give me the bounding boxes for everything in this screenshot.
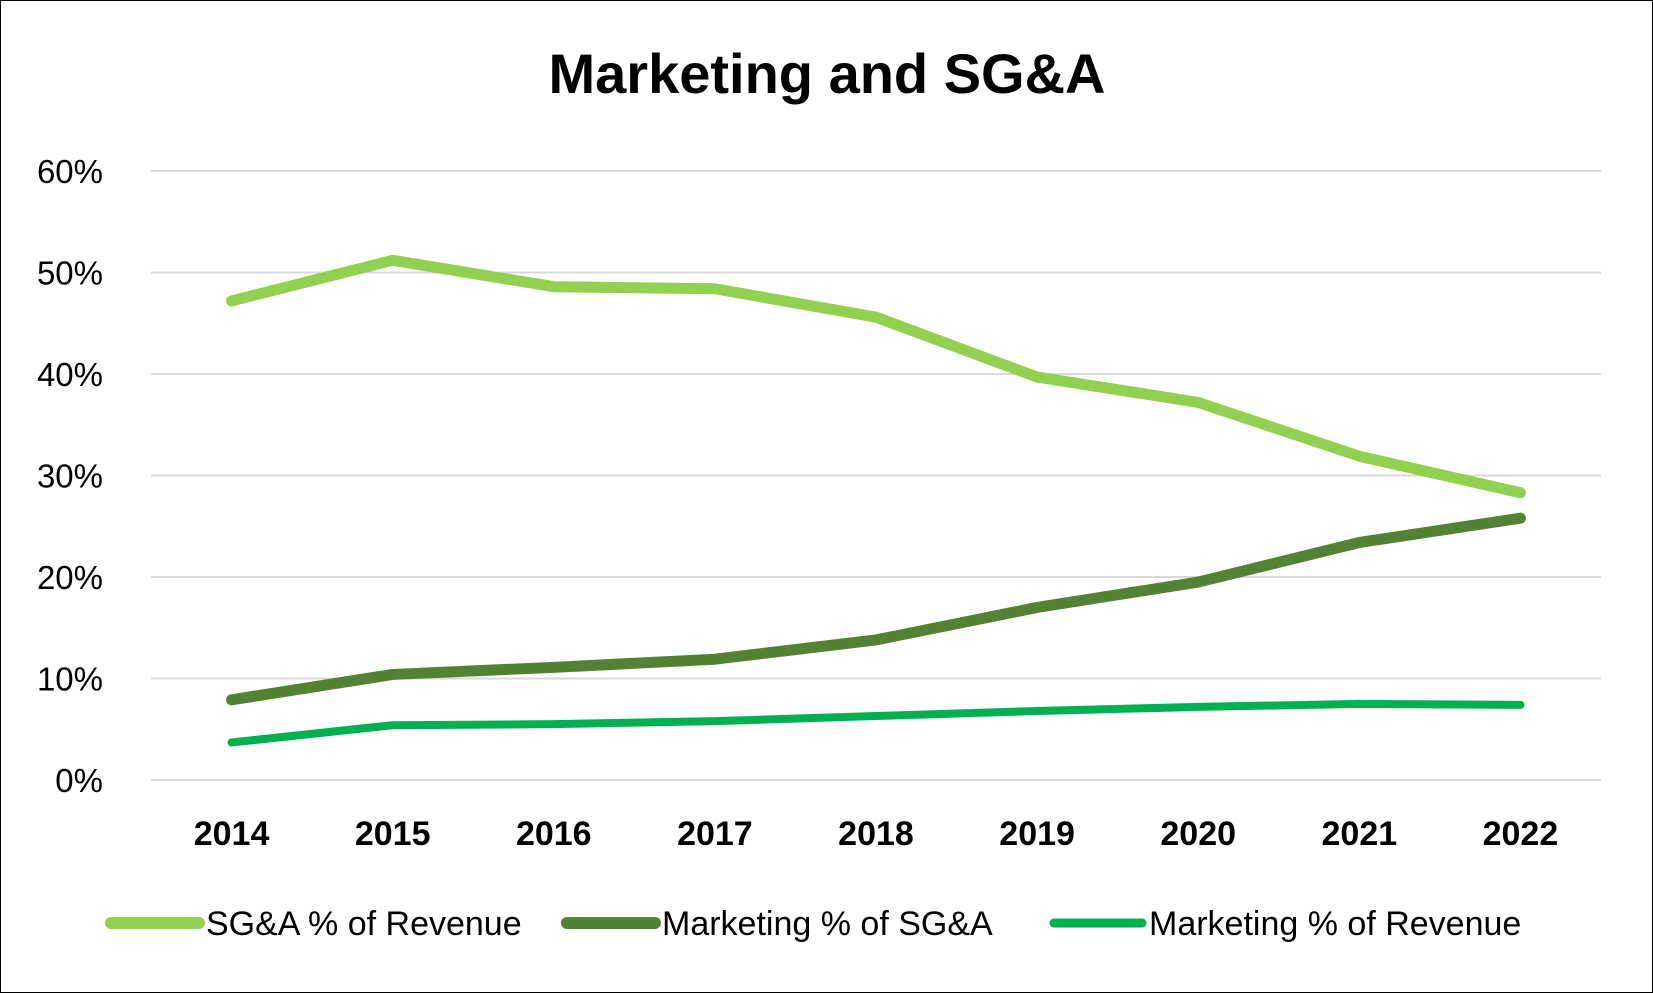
y-tick-label: 10% [37, 661, 103, 698]
data-point [1197, 581, 1199, 583]
x-tick-label: 2021 [1322, 815, 1398, 853]
chart-title: Marketing and SG&A [549, 42, 1106, 105]
data-point [714, 288, 716, 290]
series-line-marketing-of-sg-a [226, 512, 1526, 706]
data-point [392, 724, 394, 726]
x-tick-label: 2022 [1483, 815, 1559, 853]
data-point [875, 715, 877, 717]
series-line-sg-a-of-revenue [226, 254, 1526, 499]
x-tick-label: 2016 [516, 815, 592, 853]
data-point [231, 699, 233, 701]
data-point [553, 286, 555, 288]
data-point [1519, 492, 1521, 494]
y-tick-label: 50% [37, 255, 103, 292]
data-point [1519, 517, 1521, 519]
legend: SG&A % of Revenue Marketing % of SG&A Mark… [105, 905, 1521, 943]
data-point [1519, 704, 1521, 706]
y-tick-label: 0% [55, 762, 103, 799]
data-point [1036, 376, 1038, 378]
data-point [1358, 455, 1360, 457]
data-point [1197, 706, 1199, 708]
data-point [875, 316, 877, 318]
data-point [1036, 710, 1038, 712]
series-lines [226, 254, 1526, 747]
x-axis-ticks: 2014 2015 2016 2017 2018 2019 2020 2021 2022 [194, 815, 1559, 853]
data-point [1358, 703, 1360, 705]
y-tick-label: 40% [37, 356, 103, 393]
data-point [553, 723, 555, 725]
data-point [231, 741, 233, 743]
data-point [392, 673, 394, 675]
x-tick-label: 2017 [677, 815, 753, 853]
x-tick-label: 2015 [355, 815, 431, 853]
x-tick-label: 2014 [194, 815, 270, 853]
data-point [1036, 606, 1038, 608]
legend-label: SG&A % of Revenue [206, 905, 522, 943]
data-point [392, 259, 394, 261]
data-point [714, 720, 716, 722]
data-point [1197, 401, 1199, 403]
legend-label: Marketing % of Revenue [1149, 905, 1521, 943]
y-axis-ticks: 0% 10% 20% 30% 40% 50% 60% [37, 153, 103, 799]
x-tick-label: 2018 [838, 815, 914, 853]
x-tick-label: 2020 [1160, 815, 1236, 853]
x-tick-label: 2019 [999, 815, 1075, 853]
series-line-marketing-of-revenue [227, 699, 1525, 747]
data-point [714, 658, 716, 660]
legend-label: Marketing % of SG&A [662, 905, 993, 943]
y-tick-label: 30% [37, 458, 103, 495]
data-point [553, 666, 555, 668]
data-point [1358, 541, 1360, 543]
data-point [231, 300, 233, 302]
y-tick-label: 60% [37, 153, 103, 190]
data-point [875, 639, 877, 641]
y-tick-label: 20% [37, 559, 103, 596]
